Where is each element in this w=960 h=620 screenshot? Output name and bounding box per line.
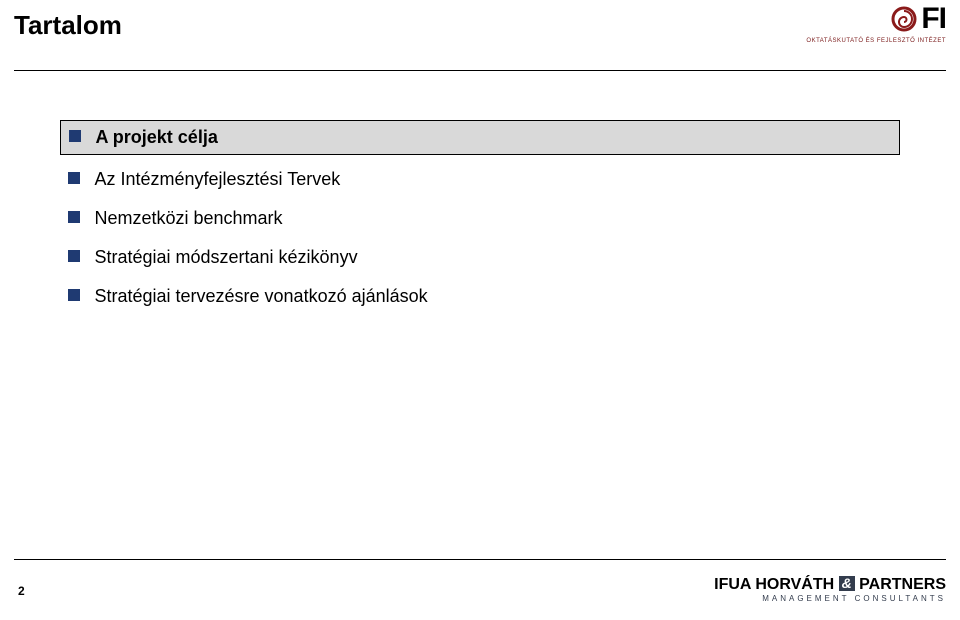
bullet-icon [68, 211, 80, 223]
agenda-item-text: Az Intézményfejlesztési Tervek [94, 169, 340, 189]
agenda-item: Az Intézményfejlesztési Tervek [60, 165, 900, 194]
page-number: 2 [18, 584, 25, 598]
ifua-logo-amp: & [839, 576, 855, 591]
agenda-item-text: Stratégiai tervezésre vonatkozó ajánláso… [94, 286, 427, 306]
agenda-item: Nemzetközi benchmark [60, 204, 900, 233]
ofi-logo-subtext: OKTATÁSKUTATÓ ÉS FEJLESZTŐ INTÉZET [806, 38, 946, 44]
bullet-icon [68, 172, 80, 184]
ofi-logo-mark: FI [806, 4, 946, 38]
agenda-list: A projekt célja Az Intézményfejlesztési … [60, 120, 900, 321]
ofi-logo: FI OKTATÁSKUTATÓ ÉS FEJLESZTŐ INTÉZET [806, 4, 946, 44]
ifua-logo: IFUA HORVÁTH & PARTNERS MANAGEMENT CONSU… [714, 576, 946, 604]
slide-container: Tartalom FI OKTATÁSKUTATÓ ÉS FEJLESZTŐ I… [0, 0, 960, 620]
agenda-item: Stratégiai tervezésre vonatkozó ajánláso… [60, 282, 900, 311]
agenda-item-text: A projekt célja [95, 127, 217, 147]
ifua-logo-prefix: IFUA HORVÁTH [714, 576, 834, 593]
agenda-item-highlighted: A projekt célja [60, 120, 900, 155]
bullet-icon [68, 250, 80, 262]
bullet-icon [69, 130, 81, 142]
agenda-item-text: Nemzetközi benchmark [94, 208, 282, 228]
ifua-logo-suffix: PARTNERS [859, 576, 946, 593]
ifua-logo-line2: MANAGEMENT CONSULTANTS [714, 595, 946, 604]
ofi-logo-text: FI [921, 2, 946, 35]
ofi-swirl-icon [891, 6, 917, 38]
agenda-item: Stratégiai módszertani kézikönyv [60, 243, 900, 272]
bullet-icon [68, 289, 80, 301]
ifua-logo-line1: IFUA HORVÁTH & PARTNERS [714, 576, 946, 594]
footer-divider [14, 559, 946, 560]
agenda-item-text: Stratégiai módszertani kézikönyv [94, 247, 357, 267]
header-divider [14, 70, 946, 71]
